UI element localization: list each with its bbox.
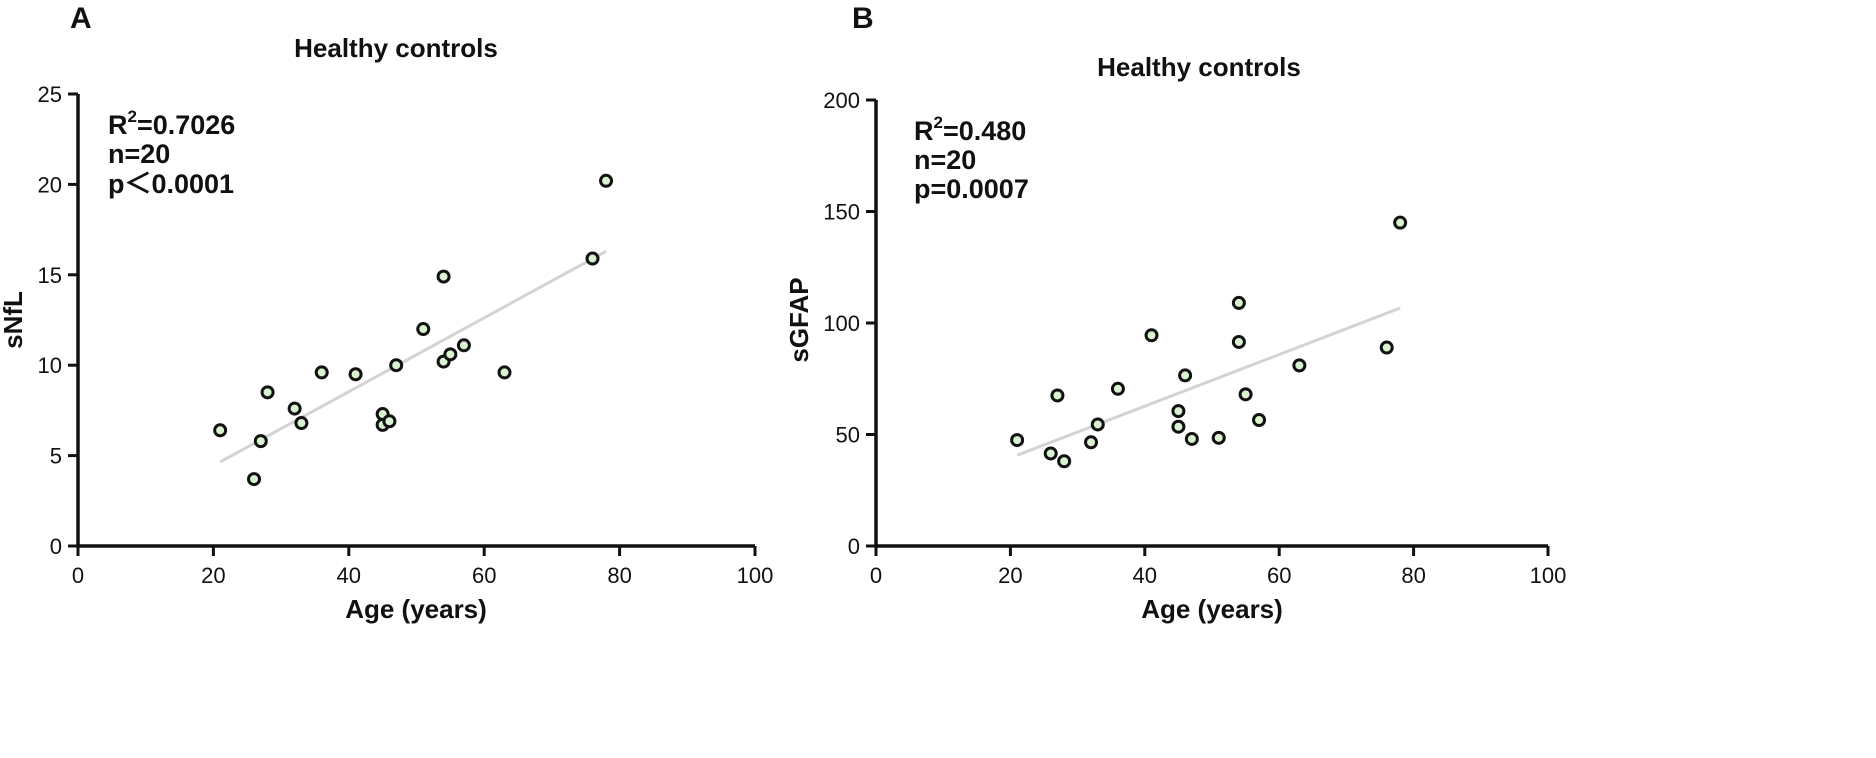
data-point-a [599, 173, 614, 188]
data-point-b [1171, 404, 1186, 419]
x-tick-label-b: 80 [1401, 563, 1425, 588]
data-point-a [416, 322, 431, 337]
x-tick-label-a: 80 [607, 563, 631, 588]
chart-title-a: Healthy controls [294, 33, 498, 63]
y-tick-label-b: 0 [848, 534, 860, 559]
data-point-b [1144, 328, 1159, 343]
data-point-b [1050, 388, 1065, 403]
n-label-a: n=20 [108, 139, 170, 169]
data-point-a [382, 414, 397, 429]
data-point-b [1057, 454, 1072, 469]
regression-line-b [1016, 306, 1401, 457]
x-tick-label-a: 100 [737, 563, 774, 588]
panel-b: B Healthy controls Age (years) sGFAP R2=… [784, 2, 1566, 624]
y-tick-label-b: 150 [823, 200, 860, 225]
data-point-b [1010, 433, 1025, 448]
y-tick-label-b: 50 [836, 423, 860, 448]
annotation-a: R2=0.7026 n=20 p＜0.0001 [108, 107, 235, 199]
x-tick-label-b: 20 [998, 563, 1022, 588]
data-point-b [1090, 417, 1105, 432]
x-axis-title-a: Age (years) [345, 594, 487, 624]
x-tick-label-a: 40 [337, 563, 361, 588]
y-tick-label-a: 5 [50, 444, 62, 469]
y-tick-label-a: 0 [50, 534, 62, 559]
data-point-a [213, 423, 228, 438]
y-tick-label-b: 200 [823, 88, 860, 113]
x-tick-label-a: 20 [201, 563, 225, 588]
data-point-a [247, 472, 262, 487]
data-point-b [1231, 295, 1246, 310]
panel-letter-a: A [70, 2, 92, 35]
n-label-b: n=20 [914, 145, 976, 175]
panel-letter-b: B [852, 2, 874, 35]
data-point-a [348, 367, 363, 382]
axes-b: 0 50 100 150 200 0 20 40 60 80 100 [823, 88, 1566, 588]
y-axis-title-a: sNfL [0, 291, 28, 349]
regression-line-a [219, 249, 607, 464]
data-point-b [1292, 358, 1307, 373]
y-tick-label-b: 100 [823, 311, 860, 336]
x-tick-label-a: 60 [472, 563, 496, 588]
data-point-b [1178, 368, 1193, 383]
y-axis-title-b: sGFAP [784, 277, 814, 362]
data-points-a [213, 173, 614, 487]
y-tick-label-a: 10 [38, 353, 62, 378]
data-point-b [1171, 419, 1186, 434]
y-tick-label-a: 20 [38, 172, 62, 197]
x-tick-label-b: 0 [870, 563, 882, 588]
chart-title-b: Healthy controls [1097, 52, 1301, 82]
x-tick-label-a: 0 [72, 563, 84, 588]
x-axis-title-b: Age (years) [1141, 594, 1283, 624]
r-squared-label-a: R2=0.7026 [108, 107, 235, 140]
data-point-b [1184, 431, 1199, 446]
axes-a: 0 5 10 15 20 25 0 20 40 60 80 100 [38, 82, 774, 588]
data-point-a [456, 338, 471, 353]
r-squared-label-b: R2=0.480 [914, 113, 1026, 146]
y-tick-label-a: 15 [38, 263, 62, 288]
data-point-b [1379, 340, 1394, 355]
data-point-a [314, 365, 329, 380]
data-point-b [1110, 381, 1125, 396]
data-point-b [1231, 334, 1246, 349]
data-points-b [1010, 215, 1408, 469]
data-point-a [389, 358, 404, 373]
data-point-a [287, 401, 302, 416]
data-point-b [1238, 387, 1253, 402]
data-point-b [1211, 430, 1226, 445]
data-point-a [436, 269, 451, 284]
data-point-a [585, 251, 600, 266]
x-tick-label-b: 100 [1530, 563, 1567, 588]
data-point-a [443, 347, 458, 362]
data-point-a [260, 385, 275, 400]
data-point-b [1252, 413, 1267, 428]
y-tick-label-a: 25 [38, 82, 62, 107]
data-point-b [1393, 215, 1408, 230]
data-point-a [294, 416, 309, 431]
data-point-a [497, 365, 512, 380]
p-value-label-a: p＜0.0001 [108, 169, 234, 199]
x-tick-label-b: 60 [1267, 563, 1291, 588]
x-tick-label-b: 40 [1133, 563, 1157, 588]
p-value-label-b: p=0.0007 [914, 174, 1029, 204]
annotation-b: R2=0.480 n=20 p=0.0007 [914, 113, 1029, 204]
data-point-b [1043, 446, 1058, 461]
panel-a: A Healthy controls Age (years) sNfL R2=0… [0, 2, 773, 624]
data-point-b [1084, 435, 1099, 450]
data-point-a [253, 434, 268, 449]
